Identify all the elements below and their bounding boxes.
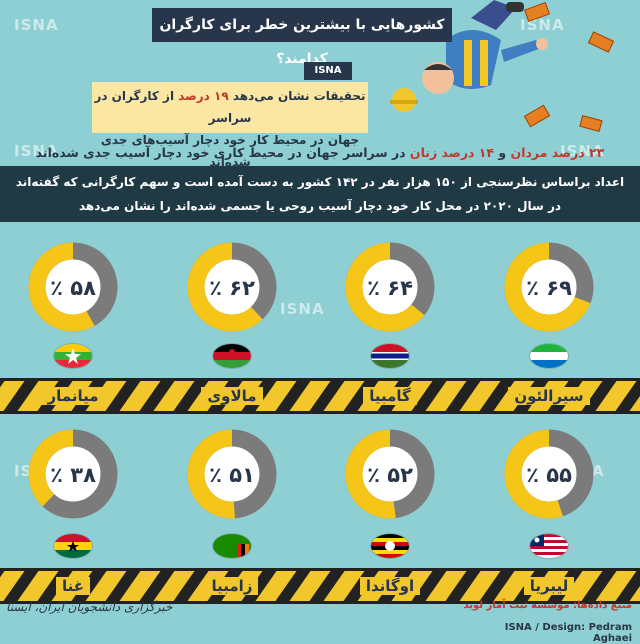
country-name-text: سیرالئون [508,387,590,405]
data-source: منبع داده‌ها: موسسه ثبت آمار لوید [463,600,632,611]
gender-highlight-men: ۲۳ درصد مردان [510,145,605,160]
band-edge [0,411,640,414]
country-name-text: اوگاندا [359,577,421,595]
donut-value-arc [504,429,594,519]
isna-badge: ISNA [304,62,352,80]
gender-note: ۲۳ درصد مردان و ۱۴ درصد زنان در سراسر جه… [0,140,640,166]
intro-box: تحقیقات نشان می‌دهد ۱۹ درصد از کارگران د… [92,82,368,169]
brick-icon [523,1,551,23]
country-name: غنا [13,574,133,598]
country-name: لیبریا [489,574,609,598]
survey-text: اعداد براساس نظرسنجی از ۱۵۰ هزار نفر در … [15,175,625,189]
intro-text: از کارگران در سراسر [94,89,252,125]
donut-value-label: ۵۵ ٪ [526,463,572,487]
watermark: ISNA [14,16,59,34]
watermark: ISNA [280,300,325,318]
country-name: میانمار [13,384,133,408]
gambia-flag-icon [371,344,409,368]
gender-highlight-women: ۱۴ درصد زنان [409,145,495,160]
country-name-text: مالاوی [201,387,263,405]
uganda-flag-icon [371,534,409,558]
ghana-flag-icon [54,534,92,558]
country-name: سیرالئون [489,384,609,408]
worker-legs-icon [471,0,516,30]
watermark: ISNA [560,142,605,160]
donut-value-arc [345,242,435,332]
country-name-text: لیبریا [523,577,575,595]
intro-text: جهان در محیط کار خود دچار آسیب‌های جدی ش… [100,133,360,169]
caution-band [0,378,640,414]
country-name-text: میانمار [41,387,105,405]
donut-value-arc [345,429,435,519]
intro-highlight: ۱۹ درصد [178,89,229,103]
design-credit: ISNA / Design: Pedram Aghaei [504,622,632,644]
country-name: گامبیا [330,384,450,408]
zambia-flag-icon [213,534,251,558]
brick-icon [523,104,551,128]
donut-value-arc [187,429,277,519]
donut-value-arc [187,242,277,332]
survey-text: در سال ۲۰۲۰ در محل کار خود دچار آسیب روح… [78,199,562,213]
donut-value-label: ۵۱ ٪ [209,463,255,487]
donut-value-label: ۶۹ ٪ [526,276,572,300]
donut-value-arc [28,429,118,519]
country-name-text: غنا [55,577,90,595]
country-name: مالاوی [172,384,292,408]
donut-value-label: ۵۲ ٪ [367,463,413,487]
band-edge [0,378,640,381]
worker-shoe-icon [506,2,524,12]
donut-value-label: ۳۸ ٪ [50,463,96,487]
country-name-text: زامبیا [205,577,259,595]
donut-value-arc [28,242,118,332]
donut-value-arc [504,242,594,332]
falling-worker-illustration [390,0,615,132]
gender-text: و [494,145,511,160]
country-name: اوگاندا [330,574,450,598]
donut-value-label: ۵۸ ٪ [50,276,96,300]
malawi-flag-icon [213,344,251,368]
survey-note: اعداد براساس نظرسنجی از ۱۵۰ هزار نفر در … [0,166,640,222]
country-name-text: گامبیا [363,387,417,405]
band-edge [0,601,640,604]
liberia-flag-icon [530,534,568,558]
donut-value-label: ۶۲ ٪ [209,276,255,300]
gender-text: در سراسر جهان در محیط کاری خود دچار آسیب… [35,145,410,160]
brick-icon [579,114,603,132]
myanmar-flag-icon [54,344,92,368]
brick-icon [587,31,615,53]
country-name: زامبیا [172,574,292,598]
donut-value-label: ۶۴ ٪ [367,276,413,300]
watermark: ISNA [14,142,59,160]
intro-text: تحقیقات نشان می‌دهد [228,89,366,103]
band-edge [0,568,640,571]
isna-signature: خبرگزاری دانشجویان ایران، ایسنا [6,600,173,614]
sierra-leone-flag-icon [530,344,568,368]
